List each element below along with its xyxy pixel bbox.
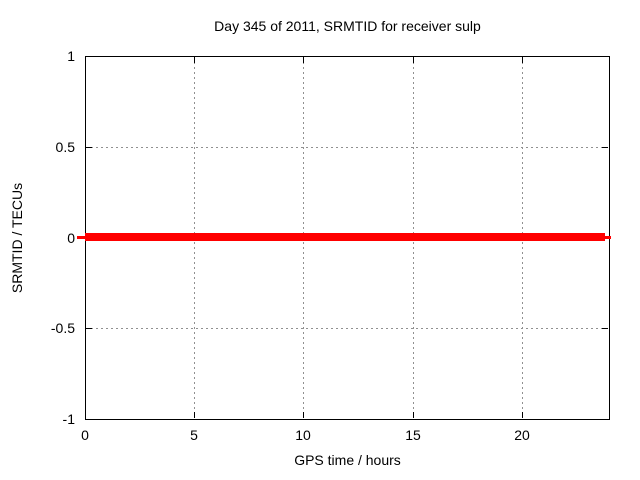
y-tick-mark-left (86, 147, 92, 148)
y-tick-label: 0 (67, 230, 75, 246)
y-tick-mark-left (86, 328, 92, 329)
y-tick-label: -1 (62, 411, 75, 427)
series-srmtid-line (85, 233, 605, 241)
x-tick-label: 5 (190, 427, 198, 443)
y-tick-mark-right (602, 328, 608, 329)
x-tick-mark-bottom (303, 412, 304, 418)
x-axis-title: GPS time / hours (294, 452, 401, 468)
chart-title: Day 345 of 2011, SRMTID for receiver sul… (214, 18, 481, 34)
x-tick-mark-bottom (522, 412, 523, 418)
x-tick-label: 0 (81, 427, 89, 443)
y-tick-label: -0.5 (50, 320, 75, 336)
x-tick-mark-top (413, 57, 414, 63)
y-tick-mark-left (86, 419, 92, 420)
y-gridline (86, 328, 608, 329)
x-tick-label: 10 (295, 427, 311, 443)
x-tick-label: 20 (514, 427, 530, 443)
x-tick-mark-bottom (194, 412, 195, 418)
y-tick-label: 1 (67, 48, 75, 64)
y-gridline (86, 147, 608, 148)
x-tick-mark-bottom (85, 412, 86, 418)
y-tick-label: 0.5 (55, 139, 75, 155)
x-tick-mark-top (522, 57, 523, 63)
y-tick-mark-right (602, 419, 608, 420)
x-tick-mark-top (85, 57, 86, 63)
y-tick-mark-right (602, 56, 608, 57)
x-tick-label: 15 (405, 427, 421, 443)
x-tick-mark-top (194, 57, 195, 63)
y-tick-mark-right (602, 147, 608, 148)
y-tick-mark-left (86, 56, 92, 57)
x-tick-mark-top (303, 57, 304, 63)
x-tick-mark-bottom (413, 412, 414, 418)
